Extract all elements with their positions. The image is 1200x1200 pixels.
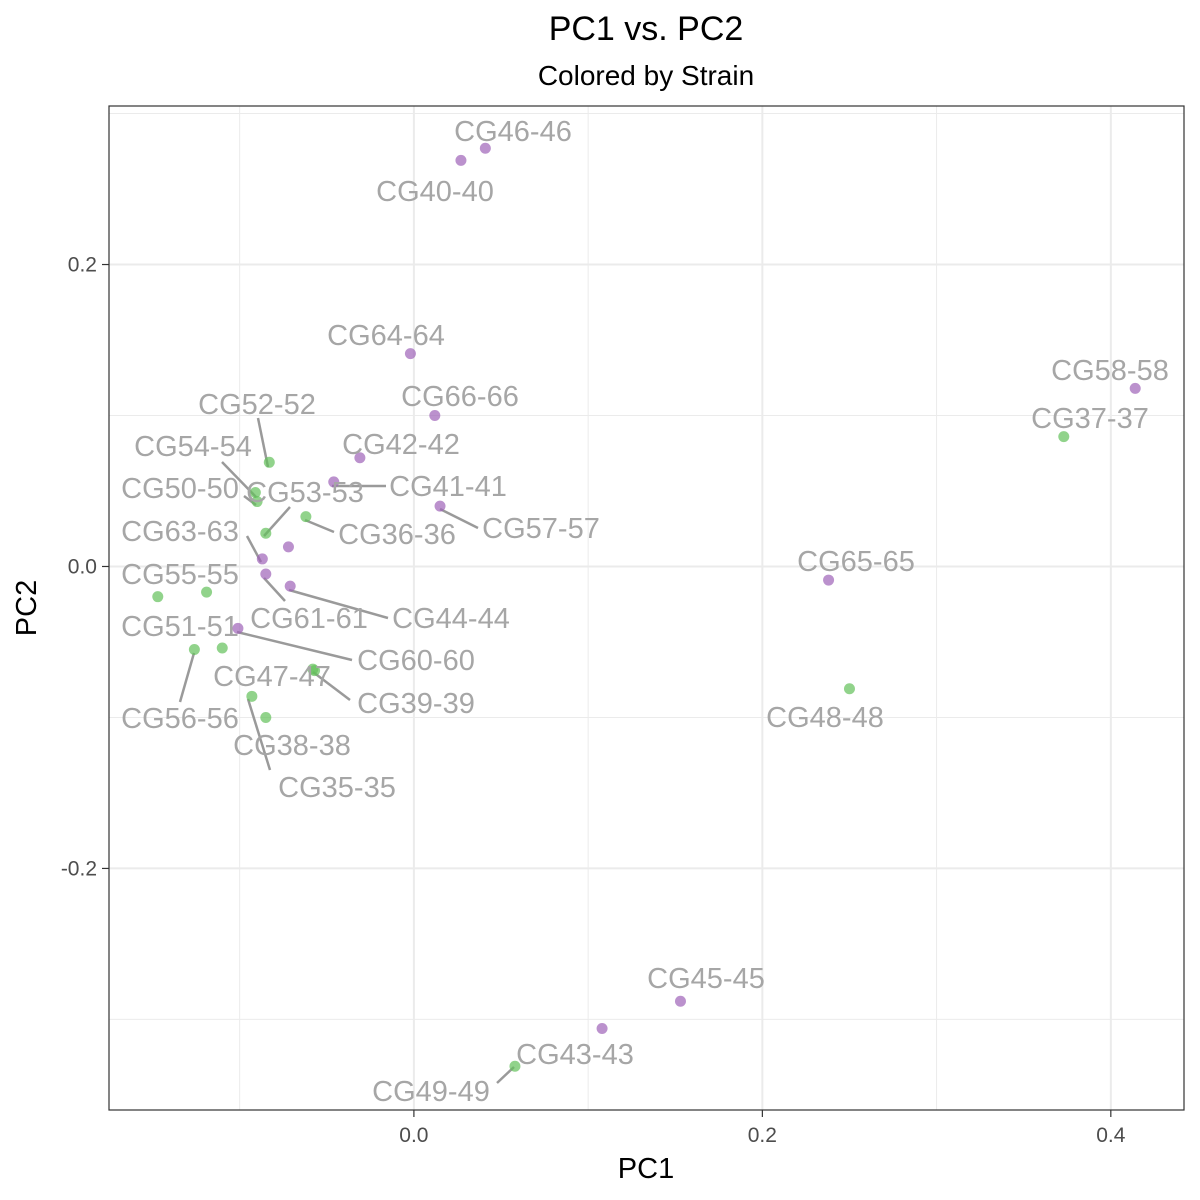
- point-label: CG65-65: [797, 546, 915, 578]
- point-label: CG48-48: [766, 702, 884, 734]
- scatter-point: [282, 541, 294, 553]
- label-connector: [246, 698, 272, 771]
- point-label: CG52-52: [198, 389, 316, 421]
- point-label: CG61-61: [250, 603, 368, 635]
- point-label: CG56-56: [121, 703, 239, 735]
- scatter-point: [509, 1060, 521, 1072]
- point-label: CG43-43: [516, 1039, 634, 1071]
- x-tick-label: 0.0: [399, 1124, 428, 1147]
- scatter-point: [1058, 431, 1070, 443]
- scatter-point: [152, 591, 164, 603]
- scatter-point: [596, 1022, 608, 1034]
- label-connector: [439, 507, 479, 530]
- point-label: CG55-55: [121, 559, 239, 591]
- point-label: CG45-45: [647, 963, 765, 995]
- y-tick-label: 0.2: [68, 254, 97, 277]
- label-connector: [236, 630, 353, 662]
- x-axis-title: PC1: [618, 1153, 674, 1185]
- scatter-point: [260, 568, 272, 580]
- point-label: CG49-49: [372, 1076, 490, 1108]
- axis-ticks: 0.0 0.2 0.4 -0.2 0.0 0.2: [61, 254, 1126, 1147]
- point-labels: CG46-46 CG40-40 CG64-64 CG66-66 CG42-42 CG41-…: [121, 116, 1169, 1108]
- scatter-point: [434, 500, 446, 512]
- chart-subtitle: Colored by Strain: [538, 60, 754, 91]
- scatter-point: [260, 527, 272, 539]
- label-connector: [312, 671, 351, 701]
- scatter-point: [300, 511, 312, 523]
- y-tick-label: 0.0: [68, 555, 97, 578]
- scatter-point: [232, 622, 244, 634]
- point-label: CG40-40: [376, 176, 494, 208]
- scatter-point: [1129, 382, 1141, 394]
- point-label: CG46-46: [454, 116, 572, 148]
- grid-lines: [109, 106, 1184, 1110]
- label-connector: [288, 588, 389, 620]
- plot-panel-border: [108, 105, 1185, 1111]
- point-label: CG64-64: [327, 320, 445, 352]
- scatter-point: [251, 496, 263, 508]
- scatter-point: [455, 154, 467, 166]
- scatter-point: [823, 574, 835, 586]
- scatter-point: [260, 711, 272, 723]
- point-label: CG38-38: [233, 730, 351, 762]
- point-label: CG66-66: [401, 381, 519, 413]
- chart-title: PC1 vs. PC2: [549, 10, 744, 48]
- scatter-point: [201, 586, 213, 598]
- point-label: CG37-37: [1031, 403, 1149, 435]
- label-connector: [263, 577, 286, 602]
- point-label: CG54-54: [134, 431, 252, 463]
- point-label: CG51-51: [121, 611, 239, 643]
- y-tick-label: -0.2: [61, 857, 97, 880]
- point-label: CG44-44: [392, 603, 510, 635]
- y-axis-title: PC2: [11, 580, 43, 636]
- scatter-point: [328, 476, 340, 488]
- x-tick-label: 0.4: [1096, 1124, 1126, 1147]
- point-label: CG57-57: [482, 513, 600, 545]
- scatter-point: [354, 452, 366, 464]
- point-label: CG50-50: [121, 473, 239, 505]
- scatter-point: [843, 683, 855, 695]
- label-connector: [304, 518, 335, 534]
- x-tick-label: 0.2: [748, 1124, 777, 1147]
- point-label: CG35-35: [278, 772, 396, 804]
- scatter-point: [263, 456, 275, 468]
- scatter-point: [188, 644, 200, 656]
- label-connector: [178, 652, 196, 703]
- point-label: CG60-60: [357, 645, 475, 677]
- scatter-point: [249, 487, 261, 499]
- point-label: CG36-36: [338, 519, 456, 551]
- scatter-point: [256, 553, 268, 565]
- point-label: CG41-41: [389, 471, 507, 503]
- point-label: CG53-53: [246, 477, 364, 509]
- data-points: [152, 142, 1141, 1072]
- scatter-point: [216, 642, 228, 654]
- point-label: CG47-47: [213, 661, 331, 693]
- scatter-point: [404, 348, 416, 360]
- scatter-point: [674, 995, 686, 1007]
- scatter-point: [479, 142, 491, 154]
- point-label: CG63-63: [121, 516, 239, 548]
- scatter-point: [309, 665, 321, 677]
- point-label: CG58-58: [1051, 355, 1169, 387]
- scatter-point: [246, 690, 258, 702]
- scatter-point: [284, 580, 296, 592]
- point-label: CG39-39: [357, 688, 475, 720]
- scatter-point: [429, 410, 441, 422]
- point-label: CG42-42: [342, 429, 460, 461]
